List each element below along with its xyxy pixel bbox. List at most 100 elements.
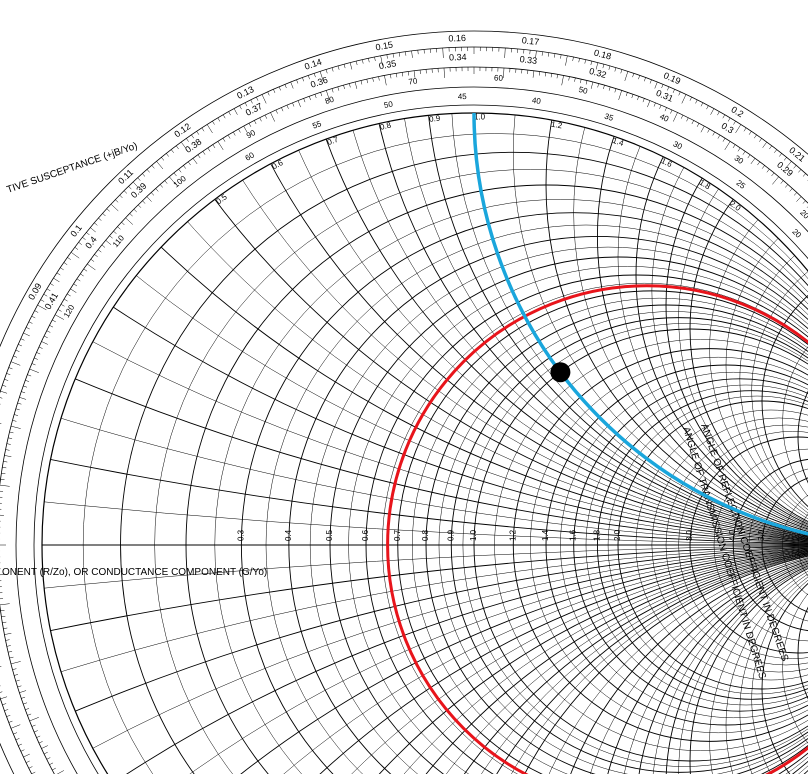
ring-tick bbox=[4, 455, 12, 457]
ring-tick bbox=[556, 74, 558, 79]
reactance-edge-label: 2.0 bbox=[728, 199, 743, 213]
blue-reactance-arc bbox=[472, 112, 808, 536]
resistance-axis-label: 4.0 bbox=[728, 529, 737, 541]
ring-tick bbox=[742, 151, 746, 155]
ring-tick bbox=[411, 50, 413, 58]
resistance-axis-label: 1.2 bbox=[508, 529, 517, 541]
ring-tick bbox=[380, 55, 383, 66]
transmission-angle-label: 25 bbox=[735, 178, 748, 191]
ring-tick bbox=[535, 50, 537, 58]
reactance-arc-fine bbox=[120, 544, 808, 774]
ring-tick bbox=[547, 52, 550, 57]
ring-tick bbox=[659, 105, 662, 109]
ring-tick bbox=[638, 75, 640, 80]
ring-tick bbox=[343, 64, 346, 69]
ring-tick bbox=[222, 138, 226, 142]
reactance-edge-label: 0.8 bbox=[379, 120, 392, 131]
ring-tick bbox=[83, 268, 88, 272]
ring-tick bbox=[368, 58, 370, 63]
transmission-angle-label: 50 bbox=[383, 99, 394, 110]
wavelength-inner-label: 0.4 bbox=[83, 235, 99, 251]
reflection-angle-label: 90 bbox=[245, 128, 258, 140]
ring-tick bbox=[90, 259, 95, 262]
ring-tick bbox=[757, 161, 760, 166]
ring-tick bbox=[4, 379, 9, 381]
ring-tick bbox=[18, 743, 22, 746]
ring-tick bbox=[5, 449, 10, 451]
ring-tick bbox=[94, 254, 98, 258]
ring-tick bbox=[700, 126, 705, 133]
ring-tick bbox=[169, 176, 176, 185]
ring-tick bbox=[256, 96, 259, 101]
ring-tick bbox=[55, 314, 65, 320]
ring-tick bbox=[41, 341, 48, 345]
ring-tick bbox=[722, 114, 726, 119]
ring-tick bbox=[34, 310, 39, 313]
ring-tick bbox=[631, 94, 634, 99]
ring-tick bbox=[159, 184, 163, 188]
ring-tick bbox=[296, 79, 299, 84]
ring-tick bbox=[649, 79, 652, 84]
ring-tick bbox=[6, 645, 11, 647]
ring-tick bbox=[0, 610, 5, 612]
reactance-arc bbox=[288, 113, 808, 546]
ring-tick bbox=[196, 131, 200, 135]
transmission-angle-label: 30 bbox=[672, 139, 685, 151]
ring-tick bbox=[101, 244, 106, 248]
ring-tick bbox=[761, 165, 765, 169]
ring-tick bbox=[202, 151, 206, 155]
ring-tick bbox=[207, 147, 211, 152]
ring-tick bbox=[578, 58, 580, 63]
ring-tick bbox=[178, 168, 182, 173]
ring-tick bbox=[750, 158, 756, 165]
ring-tick bbox=[398, 52, 401, 57]
ring-tick bbox=[780, 180, 784, 184]
resistance-axis-label: 1.6 bbox=[569, 529, 578, 541]
ring-tick bbox=[20, 749, 25, 752]
ring-tick bbox=[0, 696, 8, 700]
resistance-axis-label: 0.7 bbox=[393, 529, 402, 541]
ring-tick bbox=[541, 51, 543, 56]
ring-tick bbox=[15, 679, 20, 682]
ring-tick bbox=[36, 735, 41, 738]
resistance-axis-label: 0.5 bbox=[325, 529, 334, 541]
ring-tick bbox=[670, 109, 673, 114]
ring-tick bbox=[320, 92, 323, 97]
reactance-edge-label: 0.5 bbox=[214, 192, 229, 206]
ring-tick bbox=[3, 461, 8, 463]
wavelength-outer-label: 0.19 bbox=[662, 70, 682, 86]
ring-tick bbox=[0, 390, 8, 394]
reflection-angle-label: 60 bbox=[494, 73, 504, 82]
wavelength-inner-label: 0.36 bbox=[309, 75, 329, 90]
ring-tick bbox=[146, 196, 152, 202]
ring-tick bbox=[771, 172, 775, 177]
red-constant-swr-circle bbox=[386, 284, 808, 774]
reactance-edge-label: 1.6 bbox=[660, 156, 674, 169]
ring-tick bbox=[151, 165, 155, 169]
ring-tick bbox=[560, 54, 562, 59]
ring-tick bbox=[779, 153, 782, 157]
resistance-axis-label: 5.0 bbox=[757, 529, 766, 541]
ring-tick bbox=[105, 240, 112, 245]
ring-tick bbox=[297, 100, 301, 108]
ring-tick bbox=[12, 668, 17, 670]
ring-tick bbox=[155, 188, 159, 192]
ring-tick bbox=[6, 715, 11, 717]
ring-tick bbox=[43, 335, 48, 339]
reactance-edge-label: 1.0 bbox=[474, 112, 486, 121]
ring-tick bbox=[331, 67, 334, 72]
ring-tick bbox=[70, 288, 77, 293]
ring-tick bbox=[443, 67, 445, 78]
transmission-angle-label: 40 bbox=[531, 96, 542, 106]
ring-tick bbox=[128, 186, 132, 190]
ring-tick bbox=[8, 651, 13, 653]
ring-tick bbox=[31, 363, 36, 366]
outer-ring bbox=[33, 104, 808, 774]
reactance-arc bbox=[545, 113, 808, 546]
ring-tick bbox=[21, 391, 26, 394]
ring-tick bbox=[259, 117, 262, 122]
ring-tick bbox=[372, 77, 374, 82]
ring-tick bbox=[121, 222, 125, 226]
ring-tick bbox=[129, 213, 133, 217]
ring-tick bbox=[735, 124, 742, 134]
